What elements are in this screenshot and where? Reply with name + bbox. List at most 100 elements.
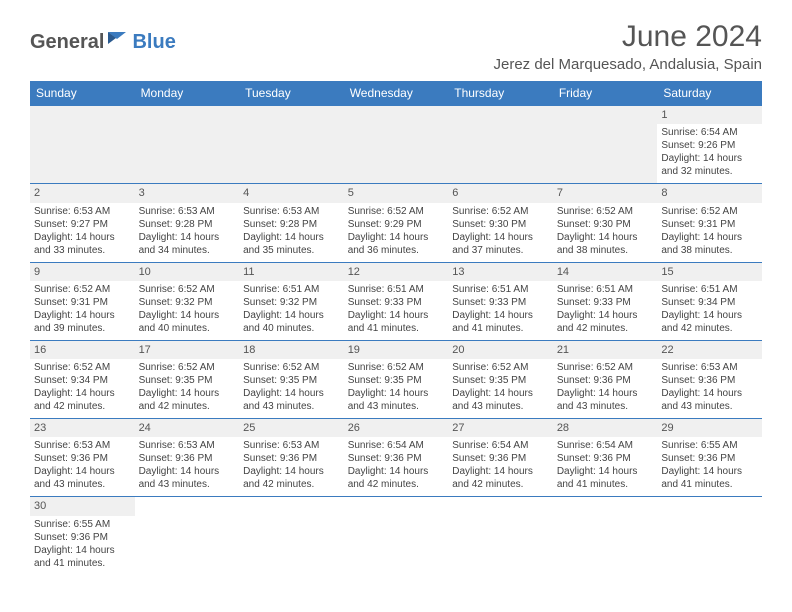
logo-flag-icon — [108, 30, 130, 51]
calendar-day-cell: 28Sunrise: 6:54 AMSunset: 9:36 PMDayligh… — [553, 419, 658, 497]
calendar-page: General Blue June 2024 Jerez del Marques… — [0, 0, 792, 595]
calendar-day-cell: 11 Sunrise: 6:51 AMSunset: 9:32 PMDayligh… — [239, 262, 344, 340]
calendar-empty-cell — [239, 497, 344, 575]
weekday-header: Tuesday — [239, 81, 344, 106]
calendar-empty-cell — [448, 106, 553, 184]
weekday-header-row: Sunday Monday Tuesday Wednesday Thursday… — [30, 81, 762, 106]
calendar-body: 1 Sunrise: 6:54 AMSunset: 9:26 PMDaylight… — [30, 106, 762, 575]
day-details: Sunrise: 6:52 AMSunset: 9:32 PMDaylight:… — [139, 283, 236, 335]
day-details: Sunrise: 6:54 AMSunset: 9:36 PMDaylight:… — [348, 439, 445, 491]
calendar-day-cell: 30 Sunrise: 6:55 AMSunset: 9:36 PMDayligh… — [30, 497, 135, 575]
day-number: 29 — [657, 419, 762, 437]
day-details: Sunrise: 6:55 AMSunset: 9:36 PMDaylight:… — [661, 439, 758, 491]
calendar-day-cell: 5 Sunrise: 6:52 AMSunset: 9:29 PMDaylight… — [344, 184, 449, 262]
day-details: Sunrise: 6:51 AMSunset: 9:34 PMDaylight:… — [661, 283, 758, 335]
calendar-empty-cell — [135, 106, 240, 184]
calendar-day-cell: 19 Sunrise: 6:52 AMSunset: 9:35 PMDayligh… — [344, 340, 449, 418]
calendar-day-cell: 21Sunrise: 6:52 AMSunset: 9:36 PMDayligh… — [553, 340, 658, 418]
location-subtitle: Jerez del Marquesado, Andalusia, Spain — [493, 56, 762, 73]
day-number: 27 — [448, 419, 553, 437]
calendar-empty-cell — [344, 497, 449, 575]
calendar-day-cell: 16 Sunrise: 6:52 AMSunset: 9:34 PMDayligh… — [30, 340, 135, 418]
calendar-day-cell: 8 Sunrise: 6:52 AMSunset: 9:31 PMDaylight… — [657, 184, 762, 262]
calendar-day-cell: 24Sunrise: 6:53 AMSunset: 9:36 PMDayligh… — [135, 419, 240, 497]
calendar-day-cell: 23Sunrise: 6:53 AMSunset: 9:36 PMDayligh… — [30, 419, 135, 497]
day-details: Sunrise: 6:52 AMSunset: 9:35 PMDaylight:… — [452, 361, 549, 413]
calendar-day-cell: 10 Sunrise: 6:52 AMSunset: 9:32 PMDayligh… — [135, 262, 240, 340]
day-number: 3 — [135, 184, 240, 202]
page-header: General Blue June 2024 Jerez del Marques… — [30, 20, 762, 73]
day-details: Sunrise: 6:52 AMSunset: 9:31 PMDaylight:… — [661, 205, 758, 257]
calendar-empty-cell — [657, 497, 762, 575]
day-number: 11 — [239, 263, 344, 281]
day-number: 14 — [553, 263, 658, 281]
day-details: Sunrise: 6:52 AMSunset: 9:31 PMDaylight:… — [34, 283, 131, 335]
day-number: 15 — [657, 263, 762, 281]
day-details: Sunrise: 6:54 AMSunset: 9:36 PMDaylight:… — [452, 439, 549, 491]
day-details: Sunrise: 6:54 AMSunset: 9:36 PMDaylight:… — [557, 439, 654, 491]
day-details: Sunrise: 6:51 AMSunset: 9:32 PMDaylight:… — [243, 283, 340, 335]
day-number: 19 — [344, 341, 449, 359]
day-number: 22 — [657, 341, 762, 359]
day-number: 25 — [239, 419, 344, 437]
day-number: 20 — [448, 341, 553, 359]
day-details: Sunrise: 6:53 AMSunset: 9:28 PMDaylight:… — [139, 205, 236, 257]
day-details: Sunrise: 6:52 AMSunset: 9:35 PMDaylight:… — [348, 361, 445, 413]
title-block: June 2024 Jerez del Marquesado, Andalusi… — [493, 20, 762, 73]
day-details: Sunrise: 6:53 AMSunset: 9:36 PMDaylight:… — [661, 361, 758, 413]
day-number: 12 — [344, 263, 449, 281]
calendar-week-row: 1 Sunrise: 6:54 AMSunset: 9:26 PMDaylight… — [30, 106, 762, 184]
calendar-day-cell: 2Sunrise: 6:53 AMSunset: 9:27 PMDaylight… — [30, 184, 135, 262]
day-details: Sunrise: 6:52 AMSunset: 9:30 PMDaylight:… — [452, 205, 549, 257]
day-number: 4 — [239, 184, 344, 202]
day-details: Sunrise: 6:52 AMSunset: 9:35 PMDaylight:… — [139, 361, 236, 413]
day-details: Sunrise: 6:53 AMSunset: 9:27 PMDaylight:… — [34, 205, 131, 257]
day-details: Sunrise: 6:51 AMSunset: 9:33 PMDaylight:… — [452, 283, 549, 335]
calendar-day-cell: 9 Sunrise: 6:52 AMSunset: 9:31 PMDaylight… — [30, 262, 135, 340]
day-details: Sunrise: 6:53 AMSunset: 9:28 PMDaylight:… — [243, 205, 340, 257]
day-details: Sunrise: 6:52 AMSunset: 9:29 PMDaylight:… — [348, 205, 445, 257]
calendar-day-cell: 4 Sunrise: 6:53 AMSunset: 9:28 PMDaylight… — [239, 184, 344, 262]
calendar-day-cell: 20 Sunrise: 6:52 AMSunset: 9:35 PMDayligh… — [448, 340, 553, 418]
day-number: 1 — [657, 106, 762, 124]
calendar-day-cell: 3 Sunrise: 6:53 AMSunset: 9:28 PMDaylight… — [135, 184, 240, 262]
calendar-day-cell: 18Sunrise: 6:52 AMSunset: 9:35 PMDayligh… — [239, 340, 344, 418]
calendar-empty-cell — [239, 106, 344, 184]
day-details: Sunrise: 6:52 AMSunset: 9:35 PMDaylight:… — [243, 361, 340, 413]
calendar-day-cell: 6 Sunrise: 6:52 AMSunset: 9:30 PMDaylight… — [448, 184, 553, 262]
day-number: 10 — [135, 263, 240, 281]
calendar-table: Sunday Monday Tuesday Wednesday Thursday… — [30, 81, 762, 575]
weekday-header: Saturday — [657, 81, 762, 106]
weekday-header: Thursday — [448, 81, 553, 106]
day-details: Sunrise: 6:52 AMSunset: 9:36 PMDaylight:… — [557, 361, 654, 413]
calendar-day-cell: 15 Sunrise: 6:51 AMSunset: 9:34 PMDayligh… — [657, 262, 762, 340]
calendar-day-cell: 26 Sunrise: 6:54 AMSunset: 9:36 PMDayligh… — [344, 419, 449, 497]
day-details: Sunrise: 6:51 AMSunset: 9:33 PMDaylight:… — [348, 283, 445, 335]
calendar-day-cell: 25Sunrise: 6:53 AMSunset: 9:36 PMDayligh… — [239, 419, 344, 497]
calendar-day-cell: 29 Sunrise: 6:55 AMSunset: 9:36 PMDayligh… — [657, 419, 762, 497]
calendar-week-row: 16 Sunrise: 6:52 AMSunset: 9:34 PMDayligh… — [30, 340, 762, 418]
calendar-empty-cell — [553, 106, 658, 184]
calendar-empty-cell — [344, 106, 449, 184]
calendar-week-row: 2Sunrise: 6:53 AMSunset: 9:27 PMDaylight… — [30, 184, 762, 262]
day-number: 7 — [553, 184, 658, 202]
calendar-empty-cell — [135, 497, 240, 575]
calendar-empty-cell — [553, 497, 658, 575]
day-number: 8 — [657, 184, 762, 202]
day-number: 16 — [30, 341, 135, 359]
calendar-day-cell: 14Sunrise: 6:51 AMSunset: 9:33 PMDayligh… — [553, 262, 658, 340]
day-number: 30 — [30, 497, 135, 515]
weekday-header: Friday — [553, 81, 658, 106]
day-number: 26 — [344, 419, 449, 437]
logo: General Blue — [30, 30, 176, 55]
day-number: 17 — [135, 341, 240, 359]
day-number: 5 — [344, 184, 449, 202]
day-number: 23 — [30, 419, 135, 437]
day-details: Sunrise: 6:54 AMSunset: 9:26 PMDaylight:… — [661, 126, 758, 178]
calendar-empty-cell — [448, 497, 553, 575]
day-details: Sunrise: 6:55 AMSunset: 9:36 PMDaylight:… — [34, 518, 131, 570]
day-number: 6 — [448, 184, 553, 202]
day-details: Sunrise: 6:52 AMSunset: 9:34 PMDaylight:… — [34, 361, 131, 413]
day-number: 9 — [30, 263, 135, 281]
calendar-day-cell: 17 Sunrise: 6:52 AMSunset: 9:35 PMDayligh… — [135, 340, 240, 418]
